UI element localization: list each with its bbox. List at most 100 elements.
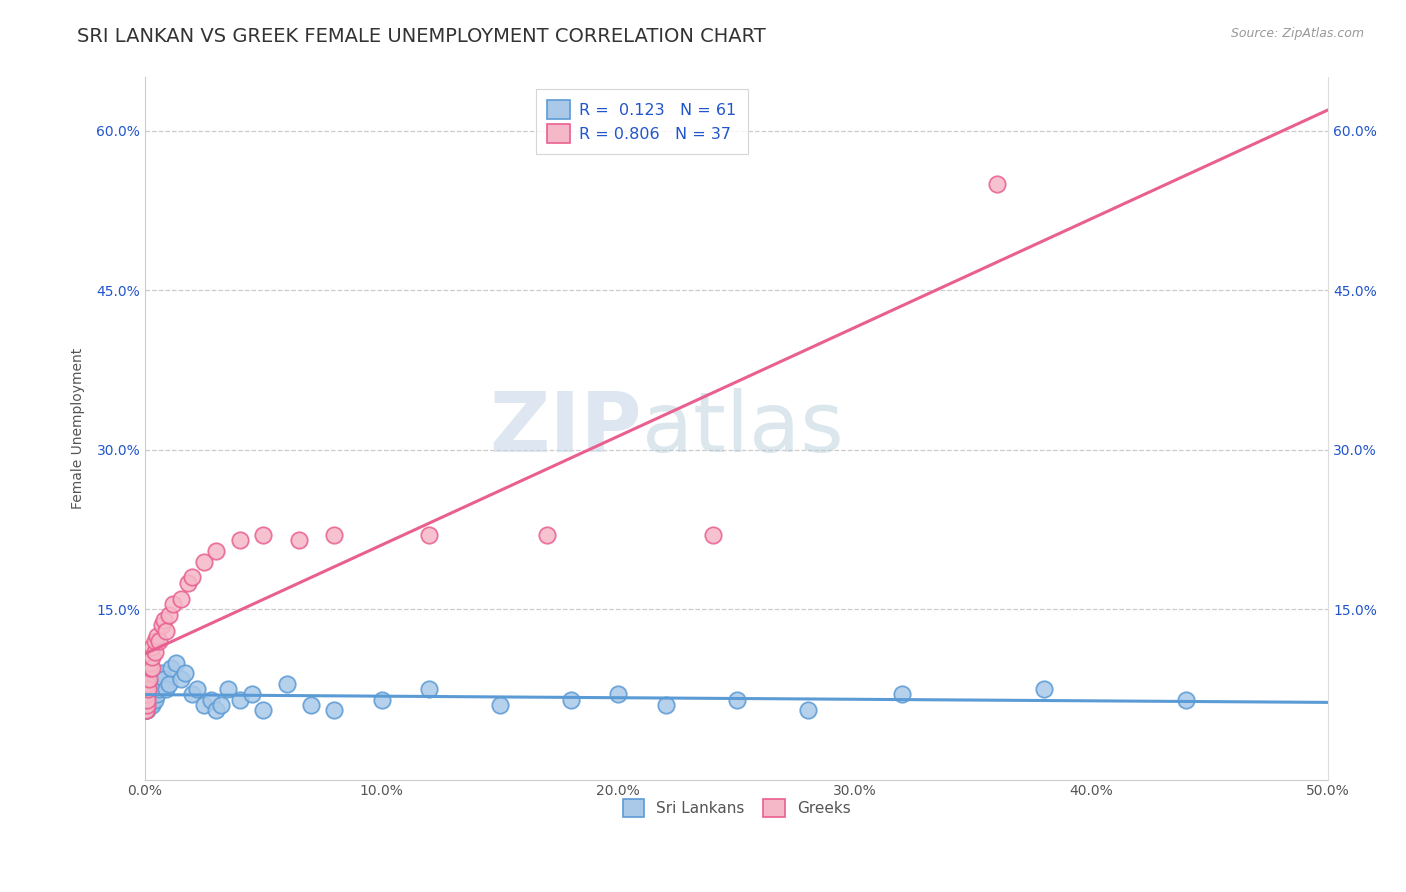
Point <box>136 698 159 713</box>
Point <box>229 693 252 707</box>
Point <box>136 688 159 702</box>
Point <box>181 688 204 702</box>
Point <box>240 688 263 702</box>
Text: ZIP: ZIP <box>489 388 643 469</box>
Y-axis label: Female Unemployment: Female Unemployment <box>72 348 86 509</box>
Point <box>135 703 157 717</box>
Point <box>138 682 160 697</box>
Point <box>138 688 160 702</box>
Point <box>146 629 169 643</box>
Point <box>205 544 228 558</box>
Point <box>181 570 204 584</box>
Point <box>157 607 180 622</box>
Text: atlas: atlas <box>643 388 844 469</box>
Point <box>1175 693 1198 707</box>
Point <box>135 688 157 702</box>
Point <box>136 693 159 707</box>
Point <box>607 688 630 702</box>
Point <box>165 656 187 670</box>
Point <box>138 672 160 686</box>
Point <box>418 528 440 542</box>
Point <box>146 672 169 686</box>
Point <box>193 554 215 568</box>
Point <box>323 703 346 717</box>
Point <box>370 693 392 707</box>
Point <box>169 672 191 686</box>
Point <box>135 693 157 707</box>
Point <box>136 693 159 707</box>
Point <box>139 693 162 707</box>
Point <box>138 698 160 713</box>
Point <box>143 645 166 659</box>
Point <box>489 698 512 713</box>
Point <box>536 528 558 542</box>
Point <box>141 640 163 654</box>
Point <box>157 677 180 691</box>
Point <box>139 698 162 713</box>
Point <box>1033 682 1056 697</box>
Point <box>139 682 162 697</box>
Point <box>153 672 176 686</box>
Point <box>155 682 177 697</box>
Point <box>155 624 177 638</box>
Point <box>136 693 159 707</box>
Point <box>205 703 228 717</box>
Point <box>136 682 159 697</box>
Point <box>141 698 163 713</box>
Point <box>209 698 232 713</box>
Point <box>169 591 191 606</box>
Point <box>176 575 198 590</box>
Point <box>143 634 166 648</box>
Point <box>143 677 166 691</box>
Point <box>136 677 159 691</box>
Point <box>174 666 197 681</box>
Point <box>186 682 208 697</box>
Point <box>153 613 176 627</box>
Point <box>143 693 166 707</box>
Point <box>252 528 274 542</box>
Text: SRI LANKAN VS GREEK FEMALE UNEMPLOYMENT CORRELATION CHART: SRI LANKAN VS GREEK FEMALE UNEMPLOYMENT … <box>77 27 766 45</box>
Point <box>150 666 173 681</box>
Point <box>135 703 157 717</box>
Point <box>160 661 183 675</box>
Point <box>139 688 162 702</box>
Point <box>162 597 184 611</box>
Point <box>141 693 163 707</box>
Point <box>141 682 163 697</box>
Text: Source: ZipAtlas.com: Source: ZipAtlas.com <box>1230 27 1364 40</box>
Point <box>135 698 157 713</box>
Point <box>323 528 346 542</box>
Point <box>891 688 914 702</box>
Point <box>796 703 818 717</box>
Point <box>288 533 311 548</box>
Point <box>148 634 170 648</box>
Point <box>725 693 748 707</box>
Point <box>276 677 298 691</box>
Legend: Sri Lankans, Greeks: Sri Lankans, Greeks <box>616 792 858 824</box>
Point <box>135 693 157 707</box>
Point <box>229 533 252 548</box>
Point <box>299 698 322 713</box>
Point <box>135 698 157 713</box>
Point <box>418 682 440 697</box>
Point <box>136 682 159 697</box>
Point <box>138 698 160 713</box>
Point <box>135 703 157 717</box>
Point <box>193 698 215 713</box>
Point <box>654 698 676 713</box>
Point <box>141 650 163 665</box>
Point <box>986 177 1008 191</box>
Point <box>146 688 169 702</box>
Point <box>139 661 162 675</box>
Point <box>141 677 163 691</box>
Point <box>135 698 157 713</box>
Point <box>148 682 170 697</box>
Point <box>139 656 162 670</box>
Point <box>135 688 157 702</box>
Point <box>560 693 582 707</box>
Point <box>702 528 724 542</box>
Point <box>141 661 163 675</box>
Point <box>217 682 239 697</box>
Point <box>252 703 274 717</box>
Point <box>136 703 159 717</box>
